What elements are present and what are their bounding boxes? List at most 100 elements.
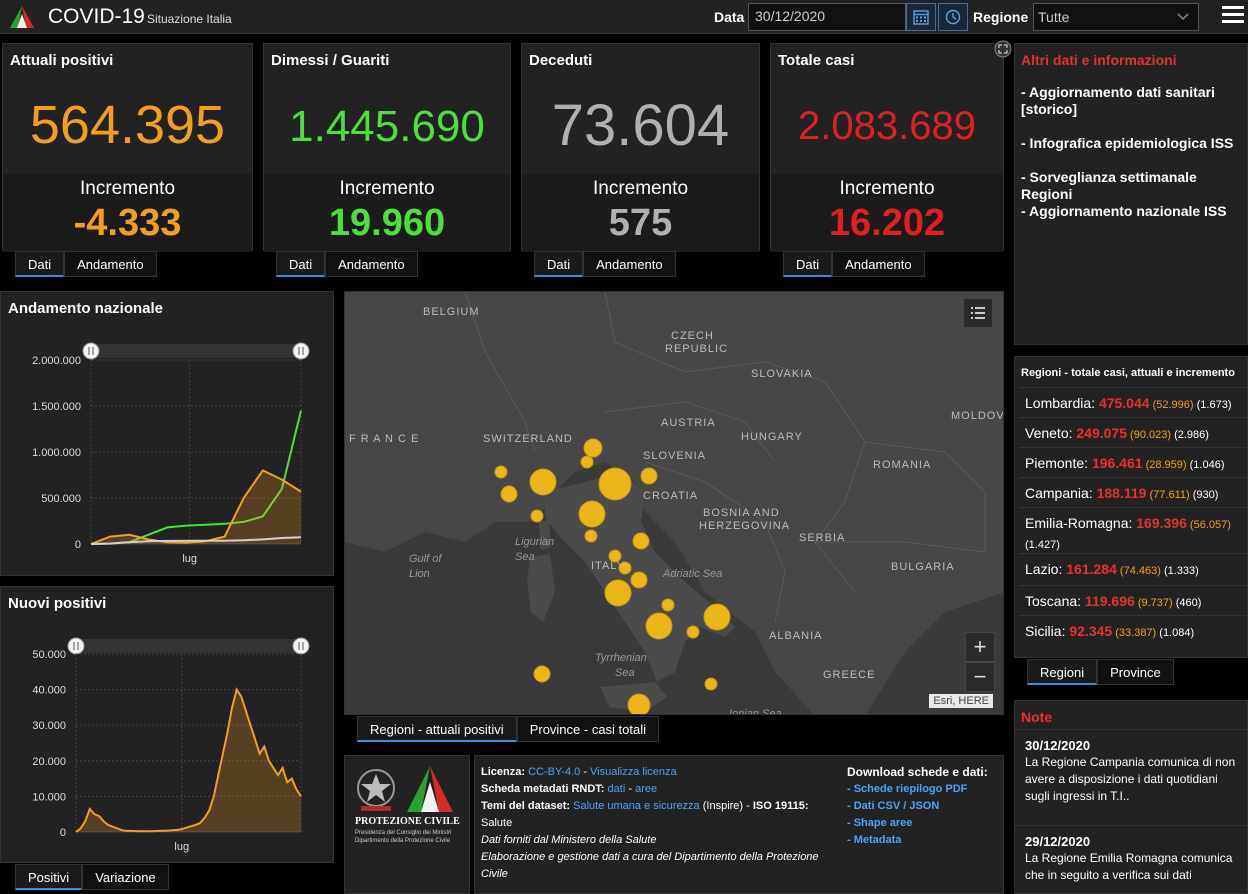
map-region-bubble[interactable] [630, 571, 648, 589]
info-link-aggiornamento-iss[interactable]: - Aggiornamento nazionale ISS [1021, 203, 1227, 219]
tab-province[interactable]: Province [1097, 659, 1174, 685]
map-region-bubble[interactable] [580, 455, 594, 469]
map-region-bubble[interactable] [645, 612, 673, 640]
y-tick-label: 1.000.000 [32, 447, 81, 459]
visualizza-licenza-link[interactable]: Visualizza licenza [590, 766, 677, 778]
map-country-label: MOLDOV [951, 410, 1004, 422]
map-region-bubble[interactable] [533, 665, 551, 683]
card-increment: Incremento 575 [522, 174, 759, 252]
time-button[interactable] [938, 3, 968, 31]
temi-link[interactable]: Salute umana e sicurezza [573, 800, 700, 812]
map[interactable]: BELGIUM CZECH REPUBLIC SLOVAKIA AUSTRIA HUNGA… [344, 291, 1004, 715]
licenza-label: Licenza: [481, 766, 526, 778]
tab-positivi[interactable]: Positivi [15, 864, 83, 890]
date-input[interactable]: 30/12/2020 [748, 3, 906, 31]
map-country-label: SWITZERLAND [483, 433, 573, 445]
region-total: 161.284 [1066, 561, 1117, 577]
region-row[interactable]: Piemonte: 196.461 (28.959) (1.046) [1019, 447, 1247, 480]
tab-dati[interactable]: Dati [534, 251, 584, 277]
regions-panel: Regioni - totale casi, attuali e increme… [1014, 356, 1248, 658]
map-region-bubble[interactable] [584, 529, 598, 543]
range-slider-handle[interactable] [292, 342, 310, 360]
region-total: 196.461 [1091, 455, 1143, 471]
tab-andamento[interactable]: Andamento [64, 251, 157, 277]
download-schede-pdf-link[interactable]: - Schede riepilogo PDF [847, 783, 968, 795]
clock-icon [945, 9, 961, 25]
note-date: 29/12/2020 [1025, 834, 1091, 849]
chart-tabs: Positivi Variazione [15, 864, 169, 890]
card-title: Dimessi / Guariti [271, 52, 390, 69]
download-dati-csv-json-link[interactable]: - Dati CSV / JSON [847, 800, 940, 812]
map-region-bubble[interactable] [686, 625, 700, 639]
zoom-out-button[interactable]: − [965, 662, 995, 692]
series-area [91, 470, 301, 544]
info-link-infografica[interactable]: - Infografica epidemiologica ISS [1021, 135, 1234, 151]
region-row[interactable]: Emilia-Romagna: 169.396 (56.057) (1.427) [1019, 507, 1247, 560]
scheda-aree-link[interactable]: aree [635, 783, 658, 795]
region-attuali: (9.737) [1134, 597, 1173, 609]
info-link-sorveglianza[interactable]: - Sorveglianza settimanale Regioni [1021, 169, 1197, 202]
map-region-bubble[interactable] [703, 603, 731, 631]
range-slider-handle[interactable] [82, 342, 100, 360]
region-row[interactable]: Sicilia: 92.345 (33.387) (1.084) [1019, 615, 1247, 648]
range-slider-track[interactable] [76, 639, 301, 653]
chevron-down-icon [1177, 13, 1189, 21]
tab-province-casi-totali[interactable]: Province - casi totali [516, 716, 660, 742]
map-region-bubble[interactable] [500, 485, 518, 503]
range-slider-track[interactable] [91, 344, 301, 358]
download-metadata-link[interactable]: - Metadata [847, 834, 902, 846]
zoom-in-button[interactable]: + [965, 632, 995, 662]
download-shape-aree-link[interactable]: - Shape aree [847, 817, 913, 829]
range-slider-handle[interactable] [67, 637, 85, 655]
scheda-dati-link[interactable]: dati [607, 783, 626, 795]
tab-dati[interactable]: Dati [15, 251, 65, 277]
range-slider-handle[interactable] [292, 637, 310, 655]
tab-variazione[interactable]: Variazione [82, 864, 169, 890]
region-name: Lazio: [1025, 561, 1067, 577]
map-country-label: CROATIA [643, 490, 699, 502]
tab-regioni[interactable]: Regioni [1027, 659, 1098, 685]
map-region-bubble[interactable] [640, 467, 658, 485]
tab-dati[interactable]: Dati [783, 251, 833, 277]
region-row[interactable]: Lazio: 161.284 (74.463) (1.333) [1019, 553, 1247, 586]
map-region-bubble[interactable] [598, 467, 632, 501]
map-region-bubble[interactable] [608, 549, 622, 563]
region-row[interactable]: Veneto: 249.075 (90.023) (2.986) [1019, 417, 1247, 450]
region-row[interactable]: Campania: 188.119 (77.611) (930) [1019, 477, 1247, 510]
card-tabs-attuali: Dati Andamento [15, 251, 157, 277]
map-region-bubble[interactable] [583, 438, 603, 458]
map-region-bubble[interactable] [578, 500, 606, 528]
info-link-aggiornamento-dati[interactable]: - Aggiornamento dati sanitari [storico] [1021, 84, 1215, 117]
map-region-bubble[interactable] [618, 561, 632, 575]
download-title: Download schede e dati: [847, 765, 988, 779]
tab-regioni-attuali-positivi[interactable]: Regioni - attuali positivi [357, 716, 517, 742]
region-increment: (2.986) [1171, 429, 1209, 441]
card-title: Totale casi [778, 52, 855, 69]
map-region-bubble[interactable] [704, 677, 718, 691]
region-label: Regione [973, 9, 1029, 25]
map-region-bubble[interactable] [529, 468, 557, 496]
map-region-bubble[interactable] [530, 509, 544, 523]
map-region-bubble[interactable] [627, 693, 651, 715]
region-name: Piemonte: [1025, 455, 1092, 471]
map-region-bubble[interactable] [632, 532, 650, 550]
map-region-bubble[interactable] [604, 579, 632, 607]
regions-panel-title: Regioni - totale casi, attuali e increme… [1021, 367, 1235, 379]
expand-icon[interactable] [994, 40, 1012, 58]
tab-dati[interactable]: Dati [276, 251, 326, 277]
hamburger-menu-icon[interactable] [1222, 6, 1244, 26]
tab-andamento[interactable]: Andamento [832, 251, 925, 277]
region-row[interactable]: Lombardia: 475.044 (52.996) (1.673) [1019, 387, 1247, 420]
region-row[interactable]: Toscana: 119.696 (9.737) (460) [1019, 585, 1247, 618]
region-select[interactable]: Tutte [1033, 3, 1199, 31]
region-total: 249.075 [1076, 425, 1127, 441]
map-legend-button[interactable] [963, 298, 993, 328]
app-header: COVID-19 Situazione Italia Data 30/12/20… [0, 0, 1248, 34]
map-region-bubble[interactable] [661, 598, 675, 612]
region-total: 475.044 [1098, 395, 1150, 411]
calendar-button[interactable] [906, 3, 936, 31]
tab-andamento[interactable]: Andamento [583, 251, 676, 277]
licenza-link[interactable]: CC-BY-4.0 [528, 766, 581, 778]
map-region-bubble[interactable] [494, 465, 508, 479]
tab-andamento[interactable]: Andamento [325, 251, 418, 277]
